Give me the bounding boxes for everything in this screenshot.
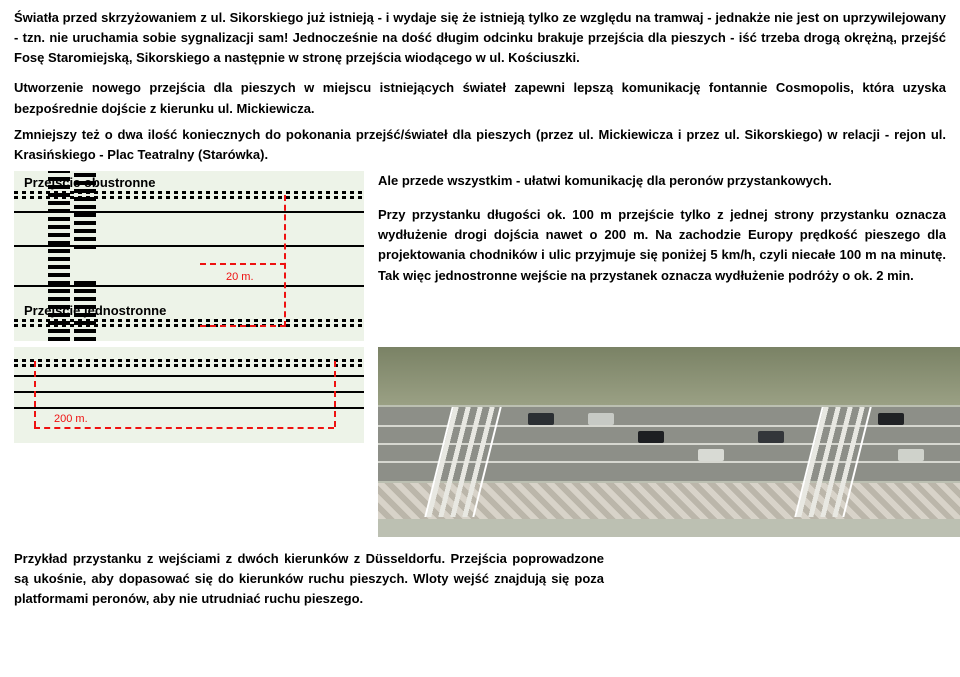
- diagram-measure: 20 m.: [226, 269, 254, 286]
- aerial-photo: [378, 347, 960, 537]
- diagram-label: Przejście jednostronne: [24, 301, 166, 321]
- row-diagram-text: Przejście obustronne Przejście jednostro…: [14, 171, 946, 341]
- paragraph: Zmniejszy też o dwa ilość koniecznych do…: [14, 125, 946, 165]
- diagram-measure: 200 m.: [54, 411, 88, 428]
- diagram-200m: 200 m.: [14, 347, 364, 443]
- diagram-crossing-types: Przejście obustronne Przejście jednostro…: [14, 171, 364, 341]
- paragraph: Światła przed skrzyżowaniem z ul. Sikors…: [14, 8, 946, 68]
- paragraph: Przykład przystanku z wejściami z dwóch …: [14, 549, 604, 609]
- paragraph: Utworzenie nowego przejścia dla pieszych…: [14, 78, 946, 118]
- row-diagram-aerial: 200 m.: [14, 347, 946, 537]
- paragraph: Ale przede wszystkim - ułatwi komunikacj…: [378, 171, 946, 191]
- paragraph: Przy przystanku długości ok. 100 m przej…: [378, 205, 946, 286]
- diagram-label: Przejście obustronne: [24, 173, 155, 193]
